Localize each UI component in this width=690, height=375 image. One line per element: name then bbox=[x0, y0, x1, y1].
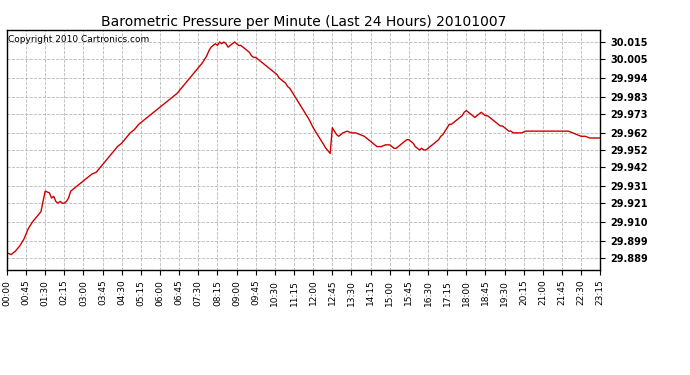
Text: Copyright 2010 Cartronics.com: Copyright 2010 Cartronics.com bbox=[8, 35, 149, 44]
Title: Barometric Pressure per Minute (Last 24 Hours) 20101007: Barometric Pressure per Minute (Last 24 … bbox=[101, 15, 506, 29]
